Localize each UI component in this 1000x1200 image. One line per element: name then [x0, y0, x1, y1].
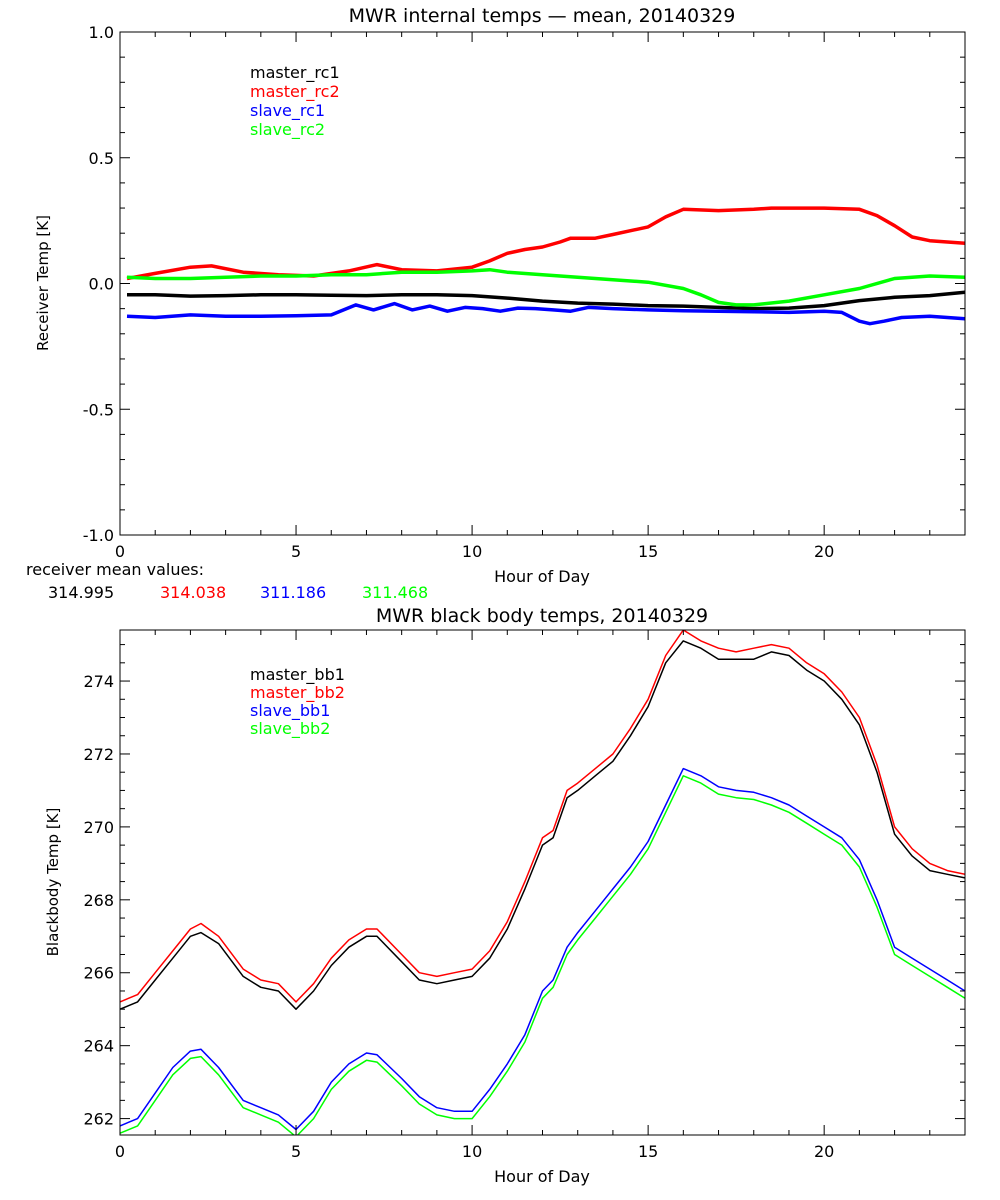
y-tick-label: -1.0 [83, 526, 114, 545]
y-tick-label: 274 [83, 672, 114, 691]
y-tick-label: 262 [83, 1110, 114, 1129]
legend-entry-slave-bb2: slave_bb2 [250, 719, 330, 739]
tick-labels: 0 5 10 15 20 262 264 266 268 270 272 274 [83, 672, 834, 1161]
x-tick-label: 0 [115, 1142, 125, 1161]
x-tick-label: 20 [814, 1142, 834, 1161]
y-tick-label: 268 [83, 891, 114, 910]
series-lines [120, 630, 965, 1135]
series-lines [126, 206, 965, 326]
y-axis-label: Blackbody Temp [K] [44, 808, 62, 957]
axes [119, 31, 966, 536]
legend-entry-master-rc1: master_rc1 [250, 63, 340, 83]
tick-labels: 0 5 10 15 20 -1.0 -0.5 0.0 0.5 1.0 [83, 23, 835, 561]
mean-value-master-rc2: 314.038 [160, 583, 226, 602]
legend-entry-slave-rc2: slave_rc2 [250, 120, 325, 140]
legend-entry-master-rc2: master_rc2 [250, 82, 340, 102]
y-tick-label: 266 [83, 964, 114, 983]
y-tick-label: 270 [83, 818, 114, 837]
chart-title: MWR black body temps, 20140329 [376, 605, 708, 627]
axes [119, 629, 966, 1136]
mean-value-slave-rc1: 311.186 [260, 583, 326, 602]
y-tick-label: 0.5 [89, 149, 114, 168]
series-line-slave-rc1 [126, 301, 965, 326]
y-tick-label: 264 [83, 1037, 114, 1056]
y-tick-label: 0.0 [89, 275, 114, 294]
series-line-master-bb1 [120, 640, 965, 1010]
x-axis-label: Hour of Day [494, 567, 590, 586]
legend-entry-slave-bb1: slave_bb1 [250, 701, 330, 721]
blackbody-temp-panel: MWR black body temps, 20140329 Blackbody… [44, 605, 966, 1186]
x-tick-label: 15 [638, 1142, 658, 1161]
x-tick-label: 0 [115, 542, 125, 561]
y-axis-label: Receiver Temp [K] [34, 215, 52, 351]
mean-value-slave-rc2: 311.468 [362, 583, 428, 602]
x-tick-label: 20 [814, 542, 834, 561]
series-line-slave-rc2 [126, 267, 965, 307]
legend-entry-slave-rc1: slave_rc1 [250, 101, 325, 121]
receiver-mean-label: receiver mean values: [26, 560, 204, 579]
series-line-slave-bb1 [120, 767, 965, 1131]
x-tick-label: 10 [462, 542, 482, 561]
legend-entry-master-bb2: master_bb2 [250, 683, 345, 703]
x-axis-label: Hour of Day [494, 1167, 590, 1186]
y-tick-label: 1.0 [89, 23, 114, 42]
x-tick-label: 5 [291, 1142, 301, 1161]
y-tick-label: -0.5 [83, 400, 114, 419]
x-tick-label: 5 [291, 542, 301, 561]
receiver-temp-panel: MWR internal temps — mean, 20140329 Rece… [26, 5, 966, 602]
chart-title: MWR internal temps — mean, 20140329 [349, 5, 736, 27]
series-line-slave-bb2 [120, 775, 965, 1135]
x-tick-label: 15 [638, 542, 658, 561]
receiver-mean-values: 314.995 314.038 311.186 311.468 [48, 583, 428, 602]
series-line-master-bb2 [120, 630, 965, 1003]
mean-value-master-rc1: 314.995 [48, 583, 114, 602]
series-line-master-rc1 [127, 290, 965, 311]
y-tick-label: 272 [83, 745, 114, 764]
x-tick-label: 10 [462, 1142, 482, 1161]
legend-entry-master-bb1: master_bb1 [250, 665, 345, 685]
